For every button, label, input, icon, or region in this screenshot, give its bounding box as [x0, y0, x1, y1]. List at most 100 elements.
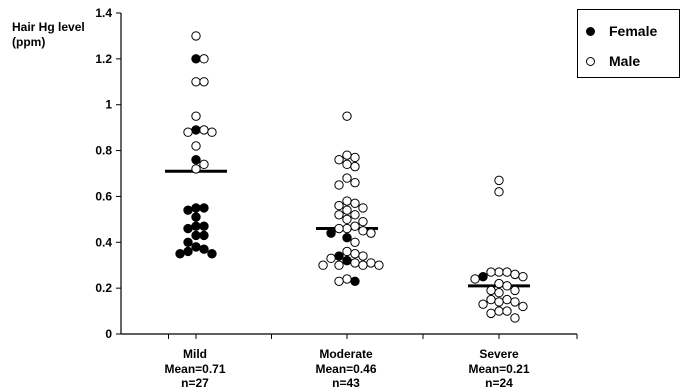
point-male — [350, 221, 360, 231]
point-male — [510, 285, 520, 296]
point-female — [326, 228, 336, 238]
legend-label-female: Female — [609, 23, 658, 39]
point-female — [350, 276, 360, 286]
point-male — [334, 180, 344, 190]
point-male — [494, 187, 504, 197]
point-male — [342, 159, 352, 170]
point-male — [334, 223, 344, 234]
point-female — [191, 242, 201, 252]
point-male — [342, 173, 352, 183]
data-points — [175, 31, 528, 323]
point-male — [350, 161, 360, 172]
point-male — [350, 177, 360, 188]
point-male — [358, 203, 368, 213]
point-male — [366, 228, 376, 238]
point-male — [199, 159, 209, 170]
point-male — [191, 31, 201, 41]
y-tick-label: 0.8 — [95, 144, 112, 158]
point-male — [199, 54, 209, 64]
point-male — [518, 301, 528, 312]
point-female — [183, 237, 193, 247]
point-male — [342, 196, 352, 206]
point-female — [175, 249, 185, 259]
point-female — [478, 271, 488, 282]
point-male — [486, 294, 496, 305]
point-male — [470, 274, 480, 284]
category-name: Severe — [479, 347, 519, 361]
point-male — [502, 281, 512, 291]
point-male — [358, 260, 368, 270]
point-female — [183, 205, 193, 215]
point-male — [494, 175, 504, 186]
point-male — [191, 111, 201, 121]
point-female — [191, 230, 201, 241]
point-male — [494, 288, 504, 298]
point-male — [502, 306, 512, 316]
legend-label-male: Male — [609, 53, 641, 69]
point-male — [342, 205, 352, 215]
legend-item-male: Male — [586, 53, 640, 69]
point-male — [191, 164, 201, 174]
point-male — [350, 249, 360, 259]
point-male — [510, 297, 520, 307]
point-male — [342, 150, 352, 160]
point-female — [183, 246, 193, 257]
point-male — [350, 152, 360, 163]
point-male — [358, 251, 368, 261]
point-female — [191, 125, 201, 135]
point-female — [199, 244, 209, 254]
point-female — [183, 223, 193, 234]
point-male — [183, 127, 193, 137]
point-male — [486, 308, 496, 319]
point-female — [207, 249, 217, 259]
category-mean: Mean=0.46 — [315, 361, 377, 376]
point-male — [518, 271, 528, 282]
point-male — [494, 267, 504, 277]
point-male — [342, 223, 352, 234]
point-male — [350, 210, 360, 220]
point-male — [502, 294, 512, 305]
point-female — [199, 221, 209, 231]
category-label-moderate: Moderate Mean=0.46 n=43 — [276, 347, 416, 391]
point-male — [342, 111, 352, 121]
point-male — [334, 155, 344, 165]
point-male — [334, 276, 344, 286]
point-female — [334, 251, 344, 261]
point-female — [199, 203, 209, 213]
point-female — [342, 233, 352, 243]
point-male — [334, 210, 344, 220]
point-male — [510, 313, 520, 323]
y-tick-label: 0.6 — [95, 189, 112, 203]
category-n: n=43 — [332, 376, 360, 390]
point-male — [358, 226, 368, 236]
point-male — [199, 125, 209, 135]
point-male — [366, 258, 376, 268]
point-male — [502, 267, 512, 277]
point-male — [494, 278, 504, 289]
point-female — [342, 255, 352, 266]
point-male — [350, 258, 360, 268]
y-tick-label: 0.2 — [95, 281, 112, 295]
point-male — [199, 77, 209, 87]
point-male — [494, 297, 504, 307]
female-marker-icon — [586, 26, 595, 36]
point-male — [326, 253, 336, 264]
category-name: Mild — [183, 347, 207, 361]
category-label-severe: Severe Mean=0.21 n=24 — [429, 347, 569, 391]
point-female — [199, 230, 209, 241]
point-male — [318, 260, 328, 270]
point-male — [342, 246, 352, 257]
point-male — [350, 198, 360, 209]
category-mean: Mean=0.71 — [164, 361, 226, 376]
point-male — [207, 127, 217, 137]
category-label-mild: Mild Mean=0.71 n=27 — [125, 347, 265, 391]
legend: Female Male — [577, 9, 680, 78]
point-male — [191, 77, 201, 87]
point-male — [510, 269, 520, 280]
point-male — [342, 274, 352, 284]
point-female — [191, 203, 201, 213]
point-male — [358, 216, 368, 227]
y-tick-label: 1 — [105, 98, 112, 112]
male-marker-icon — [586, 56, 595, 66]
